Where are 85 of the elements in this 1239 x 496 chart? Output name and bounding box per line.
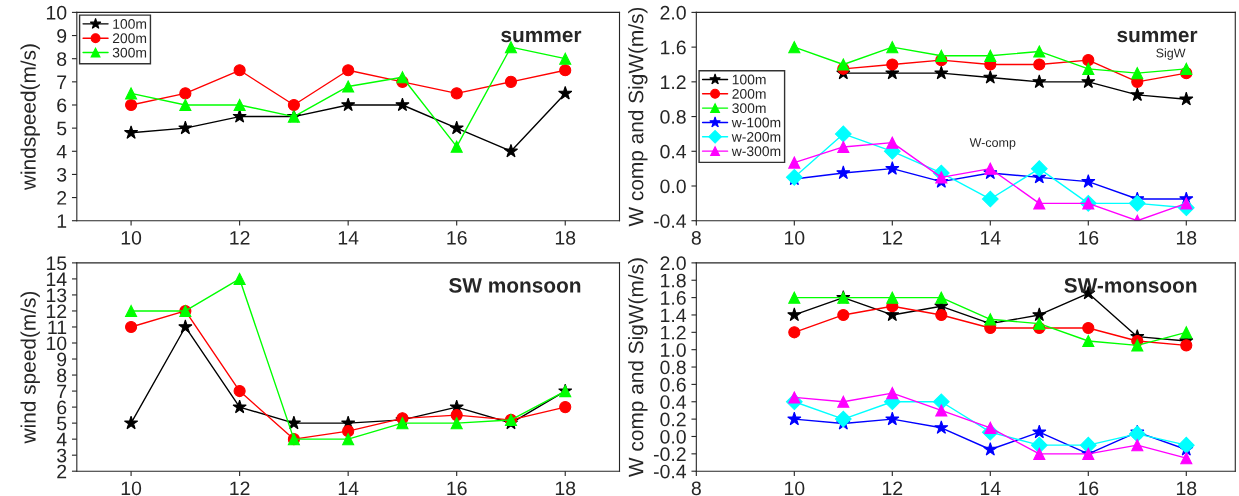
y-tick-label: 1.0: [661, 343, 686, 357]
x-tick-label: 14: [338, 231, 359, 245]
y-tick-label: 4: [56, 144, 67, 159]
y-tick-label: 13: [46, 288, 67, 303]
y-tick-label: 0.0: [660, 179, 686, 194]
y-tick-label: -0.4: [653, 214, 687, 228]
text: SW-monsoon: [1064, 278, 1197, 293]
y-axis-title: wind speed(m/s): [20, 291, 40, 444]
y-tick-label: 0.4: [660, 144, 687, 159]
legend-label: w-100m: [731, 117, 781, 128]
y-tick-label: 9: [57, 29, 67, 43]
y-tick-label: 14: [46, 272, 67, 286]
y-tick-label: 7: [57, 384, 67, 399]
y-tick-label: 1.2: [661, 75, 686, 89]
y-tick-label: 0.4: [660, 395, 687, 409]
y-tick-label: 3: [57, 167, 67, 182]
y-tick-label: 10: [46, 336, 67, 351]
y-tick-label: 15: [46, 256, 67, 271]
x-tick-label: 10: [784, 230, 805, 245]
y-tick-label: 10: [46, 5, 67, 20]
y-axis-title: W comp and SigW(m/s): [628, 7, 648, 227]
y-tick-label: 6: [57, 98, 67, 113]
x-tick-label: 18: [555, 230, 576, 245]
y-tick-label: 1: [57, 214, 67, 228]
y-axis-title: W comp and SigW(m/s): [628, 258, 648, 477]
x-tick-label: 10: [121, 481, 142, 496]
x-tick-label: 18: [1176, 481, 1197, 496]
x-tick-label: 18: [1176, 230, 1197, 245]
legend-label: 300m: [732, 103, 766, 114]
y-tick-label: 0.8: [660, 110, 686, 124]
y-tick-label: 2: [57, 191, 67, 205]
y-tick-label: 1.4: [661, 308, 687, 323]
text: SW monsoon: [449, 278, 581, 293]
annotation: W-comp: [969, 138, 1016, 150]
text: summer: [1117, 30, 1198, 43]
legend-label: w-300m: [731, 146, 781, 157]
y-tick-label: 8: [57, 52, 67, 66]
x-tick-label: 12: [882, 481, 903, 496]
x-tick-label: 14: [980, 231, 1001, 245]
x-tick-label: 14: [980, 481, 1001, 496]
y-tick-label: 4: [56, 432, 67, 447]
legend-label: 300m: [112, 47, 147, 58]
y-tick-label: 11: [48, 320, 67, 335]
x-tick-label: 18: [555, 481, 576, 496]
x-tick-label: 10: [121, 230, 142, 245]
y-tick-label: 6: [57, 400, 67, 415]
x-tick-label: 8: [691, 230, 701, 245]
x-tick-label: 10: [784, 481, 805, 496]
y-tick-label: 2.0: [660, 256, 686, 271]
x-tick-label: 12: [230, 481, 250, 496]
x-tick-label: 8: [691, 481, 701, 496]
y-tick-label: 9: [57, 352, 67, 367]
y-tick-label: 8: [57, 368, 67, 383]
y-tick-label: 0.0: [660, 429, 686, 444]
y-tick-label: -0.4: [653, 464, 687, 479]
legend-label: w-200m: [731, 131, 781, 142]
y-tick-label: 1.6: [661, 291, 686, 305]
y-tick-label: 2.0: [660, 5, 686, 20]
y-tick-label: 12: [46, 304, 67, 318]
legend-label: 100m: [113, 19, 147, 29]
y-tick-label: 5: [57, 416, 67, 431]
y-tick-label: -0.2: [653, 447, 686, 462]
x-tick-label: 16: [447, 230, 467, 245]
legend-label: 200m: [732, 88, 766, 99]
y-tick-label: 5: [57, 121, 67, 136]
annotation: SigW: [1156, 48, 1186, 60]
x-tick-label: 14: [338, 481, 359, 496]
y-axis-title: windspeed(m/s): [20, 44, 40, 191]
y-tick-label: 0.6: [660, 377, 686, 392]
x-tick-label: 12: [882, 230, 903, 245]
y-tick-label: 1.6: [661, 40, 686, 55]
y-tick-label: 0.8: [660, 360, 686, 375]
y-tick-label: 1.2: [661, 325, 686, 340]
legend-label: 200m: [112, 33, 147, 44]
y-tick-label: 1.8: [661, 273, 686, 288]
x-tick-label: 16: [1078, 230, 1099, 245]
legend-label: 100m: [732, 74, 766, 85]
y-tick-label: 7: [57, 75, 67, 89]
x-tick-label: 16: [1078, 481, 1099, 496]
y-tick-label: 2: [57, 464, 67, 479]
text: summer: [501, 30, 582, 43]
x-tick-label: 16: [447, 481, 467, 496]
x-tick-label: 12: [230, 230, 250, 245]
y-tick-label: 0.2: [660, 412, 686, 427]
y-tick-label: 3: [57, 448, 67, 463]
